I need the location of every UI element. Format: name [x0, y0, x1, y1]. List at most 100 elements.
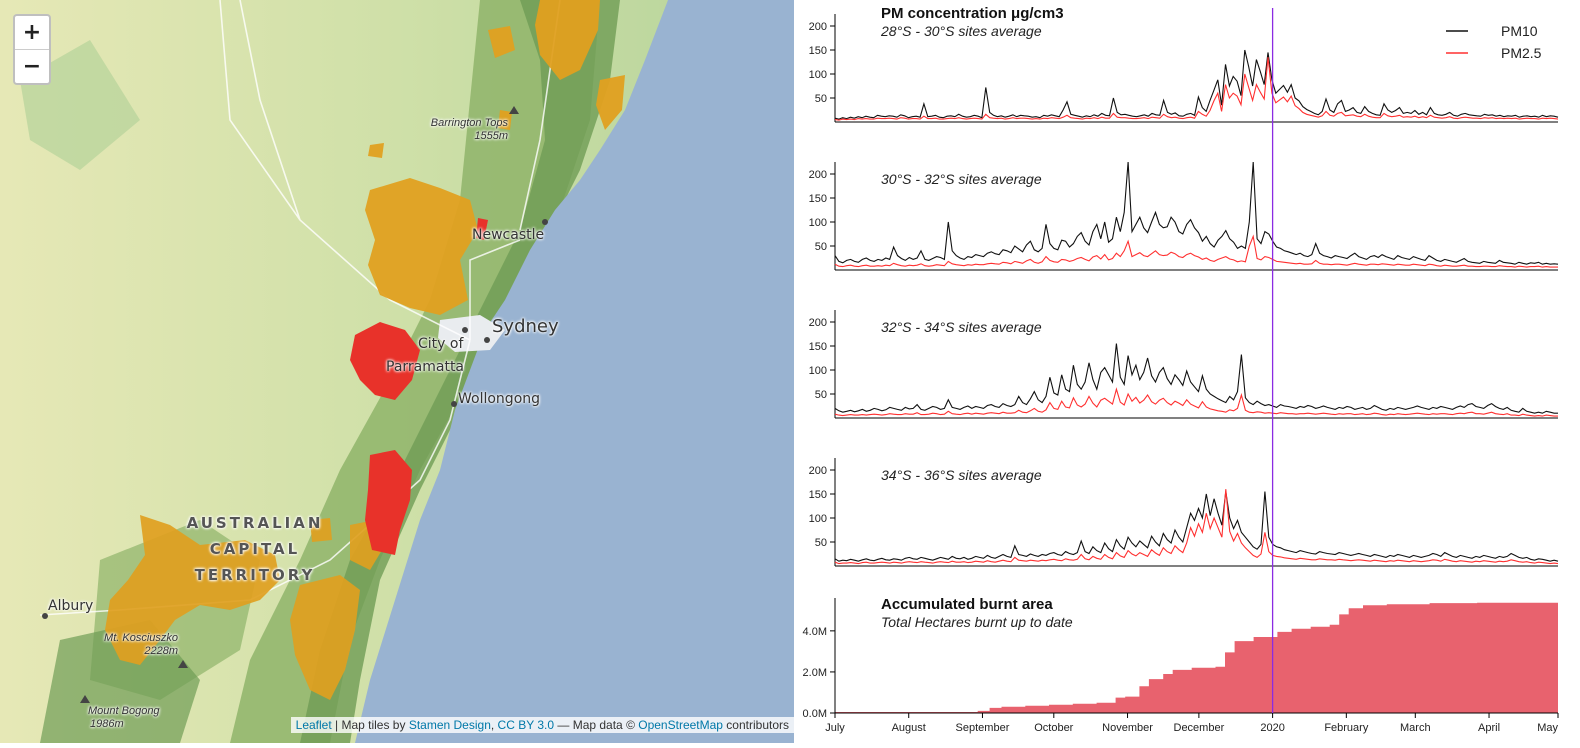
- ytick-label-burnt: 0.0M: [803, 708, 827, 720]
- barrington-elevation: 1555m: [474, 130, 508, 142]
- ytick-label-panel-3: 200: [809, 317, 827, 329]
- kosciuszko-elevation: 2228m: [144, 645, 178, 657]
- attr-sep3: — Map data ©: [554, 718, 639, 732]
- zoom-out-button[interactable]: −: [22, 54, 42, 79]
- series-line-pm25-panel-3: [834, 387, 1558, 417]
- charts-panel: 50 100 150 200 50 100 150 200 50 100 150 200 50 100 15…: [794, 0, 1580, 743]
- bogong-peak-icon: [80, 695, 90, 703]
- parramatta-dot: [462, 327, 468, 333]
- label-parramatta-line1: City of: [418, 336, 464, 352]
- fire-map[interactable]: + − Newcastle Sydney City of Parramatta …: [0, 0, 794, 743]
- fire-scar-newcastle: [365, 178, 478, 315]
- label-act: AUSTRALIAN CAPITAL TERRITORY: [180, 510, 330, 588]
- act-line3: TERRITORY: [194, 566, 316, 584]
- charts-svg[interactable]: 50 100 150 200 50 100 150 200 50 100 150 200 50 100 15…: [794, 0, 1580, 743]
- dense-forest: [300, 0, 620, 743]
- map-attribution: Leaflet | Map tiles by Stamen Design, CC…: [290, 717, 794, 733]
- series-line-pm25-panel-1: [834, 57, 1559, 121]
- fire-scar-north-1: [535, 0, 600, 80]
- xtick-label-july: July: [825, 722, 845, 734]
- ytick-label-panel-4: 150: [809, 489, 827, 501]
- act-line2: CAPITAL: [209, 540, 301, 558]
- label-barrington-tops: Barrington Tops 1555m: [416, 117, 508, 143]
- ytick-label-panel-4: 100: [809, 513, 827, 525]
- ytick-label-burnt: 2.0M: [803, 667, 827, 679]
- fire-scar-south-coast-1: [290, 575, 360, 700]
- label-sydney: Sydney: [492, 316, 559, 337]
- ccby-link[interactable]: CC BY 3.0: [497, 718, 555, 732]
- ytick-label-panel-2: 150: [809, 193, 827, 205]
- map-tiles[interactable]: [0, 0, 794, 743]
- series-line-pm10-panel-4: [834, 491, 1559, 562]
- fire-active-south: [365, 450, 412, 555]
- label-mt-kosciuszko: Mt. Kosciuszko 2228m: [94, 632, 178, 658]
- fire-scar-north-3: [596, 75, 625, 130]
- sea: [355, 0, 794, 743]
- fire-active-newcastle: [476, 218, 488, 240]
- series-line-pm10-panel-3: [834, 343, 1558, 414]
- barrington-peak-icon: [509, 106, 519, 114]
- act-line1: AUSTRALIAN: [186, 514, 324, 532]
- xtick-label-august: August: [892, 722, 926, 734]
- series-line-pm10-panel-1: [834, 49, 1559, 120]
- zoom-control: + −: [13, 14, 51, 85]
- kosciuszko-name: Mt. Kosciuszko: [104, 632, 178, 644]
- ytick-label-panel-1: 150: [809, 45, 827, 57]
- wollongong-dot: [451, 401, 457, 407]
- ytick-label-panel-3: 100: [809, 365, 827, 377]
- attr-sep2: ,: [490, 718, 498, 732]
- ytick-label-panel-4: 50: [815, 537, 827, 549]
- subtitle-panel-4: 34°S - 36°S sites average: [881, 467, 1042, 483]
- bogong-elevation: 1986m: [90, 718, 124, 730]
- fire-scar-barrington: [498, 110, 512, 130]
- bogong-name: Mount Bogong: [88, 705, 160, 717]
- label-albury: Albury: [48, 598, 94, 614]
- series-line-pm25-panel-4: [834, 489, 1559, 565]
- xtick-label-september: September: [956, 722, 1010, 734]
- attr-sep1: | Map tiles by: [331, 718, 409, 732]
- stamen-link[interactable]: Stamen Design: [408, 718, 491, 732]
- burnt-area-fill: [835, 602, 1558, 713]
- ytick-label-panel-3: 150: [809, 341, 827, 353]
- barrington-name: Barrington Tops: [430, 117, 508, 129]
- xtick-label-december: December: [1174, 722, 1225, 734]
- ytick-label-panel-4: 200: [809, 465, 827, 477]
- series-line-pm10-panel-2: [834, 161, 1559, 265]
- subtitle-panel-3: 32°S - 34°S sites average: [881, 319, 1042, 335]
- zoom-in-button[interactable]: +: [15, 16, 49, 50]
- series-line-pm25-panel-2: [834, 234, 1558, 268]
- xtick-label-2020: 2020: [1260, 722, 1284, 734]
- ytick-label-panel-1: 50: [815, 93, 827, 105]
- ytick-label-panel-2: 200: [809, 169, 827, 181]
- sydney-urban: [438, 315, 505, 352]
- label-parramatta-line2: Parramatta: [386, 359, 465, 375]
- subtitle-panel-2: 30°S - 32°S sites average: [881, 171, 1042, 187]
- ytick-label-panel-2: 50: [815, 241, 827, 253]
- legend-label-pm10: PM10: [1501, 23, 1538, 39]
- fire-scar-north-2: [488, 26, 515, 58]
- legend-label-pm25: PM2.5: [1501, 45, 1542, 61]
- label-wollongong: Wollongong: [458, 391, 541, 407]
- ytick-label-panel-1: 100: [809, 69, 827, 81]
- leaflet-link[interactable]: Leaflet: [295, 718, 332, 732]
- fire-active-blue-mountains: [350, 322, 420, 400]
- albury-dot: [42, 613, 48, 619]
- ytick-label-panel-3: 50: [815, 389, 827, 401]
- kosciuszko-peak-icon: [178, 660, 188, 668]
- ytick-label-burnt: 4.0M: [803, 626, 827, 638]
- subtitle-burnt: Total Hectares burnt up to date: [881, 614, 1073, 630]
- ytick-label-panel-1: 200: [809, 21, 827, 33]
- xtick-label-october: October: [1034, 722, 1073, 734]
- label-mount-bogong: Mount Bogong 1986m: [88, 705, 174, 731]
- xtick-label-march: March: [1400, 722, 1431, 734]
- osm-link[interactable]: OpenStreetMap: [638, 718, 723, 732]
- alpine-forest-south: [40, 620, 200, 743]
- xtick-label-may: May: [1537, 722, 1558, 734]
- subtitle-panel-1: 28°S - 30°S sites average: [881, 23, 1042, 39]
- newcastle-dot: [542, 219, 548, 225]
- sydney-dot: [484, 337, 490, 343]
- xtick-label-february: February: [1324, 722, 1369, 734]
- fire-scar-south-coast-3: [310, 518, 332, 542]
- fire-scar-act: [105, 515, 280, 665]
- roads: [39, 0, 561, 616]
